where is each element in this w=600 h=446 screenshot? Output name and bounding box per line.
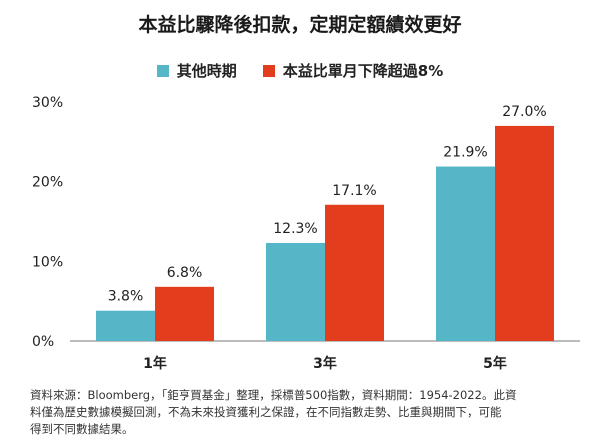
legend-swatch-series-2: [262, 64, 275, 77]
legend-swatch-series-1: [156, 64, 169, 77]
data-label-series-1-2: 21.9%: [443, 145, 487, 161]
source-line-3: 得到不同數據結果。: [30, 422, 134, 436]
y-tick-label-0: 0%: [32, 334, 54, 350]
legend-item-series-2: 本益比單月下降超過8%: [262, 60, 444, 81]
legend: 其他時期 本益比單月下降超過8%: [0, 60, 600, 81]
y-tick-label-2: 20%: [32, 175, 63, 191]
source-note: 資料來源：Bloomberg，「鉅亨買基金」整理，採標普500指數，資料期間：1…: [30, 387, 585, 438]
data-label-series-2-1: 17.1%: [332, 183, 376, 199]
chart-title: 本益比驟降後扣款，定期定額績效更好: [138, 14, 462, 36]
data-label-series-2-0: 6.8%: [167, 265, 203, 281]
source-line-2: 料僅為歷史數據模擬回測，不為未來投資獲利之保證，在不同指數走勢、比重與期間下，可…: [30, 405, 502, 419]
x-tick-label-2: 5年: [483, 355, 507, 372]
legend-label-series-2: 本益比單月下降超過8%: [282, 62, 444, 80]
bar-series-2-1: [325, 204, 384, 341]
legend-label-series-1: 其他時期: [176, 62, 237, 80]
y-tick-label-3: 30%: [32, 95, 63, 111]
source-line-1: 資料來源：Bloomberg，「鉅亨買基金」整理，採標普500指數，資料期間：1…: [30, 388, 517, 402]
bar-series-1-2: [436, 166, 495, 341]
bar-series-1-0: [96, 310, 155, 341]
y-tick-label-1: 10%: [32, 254, 63, 270]
bar-series-2-0: [155, 286, 214, 341]
x-tick-label-1: 3年: [313, 355, 337, 372]
legend-item-series-1: 其他時期: [156, 60, 237, 81]
data-label-series-1-1: 12.3%: [273, 221, 317, 237]
bar-series-1-1: [266, 243, 325, 341]
x-tick-label-0: 1年: [143, 355, 167, 372]
data-label-series-2-2: 27.0%: [502, 104, 546, 120]
data-label-series-1-0: 3.8%: [108, 289, 144, 305]
bar-series-2-2: [495, 125, 554, 342]
